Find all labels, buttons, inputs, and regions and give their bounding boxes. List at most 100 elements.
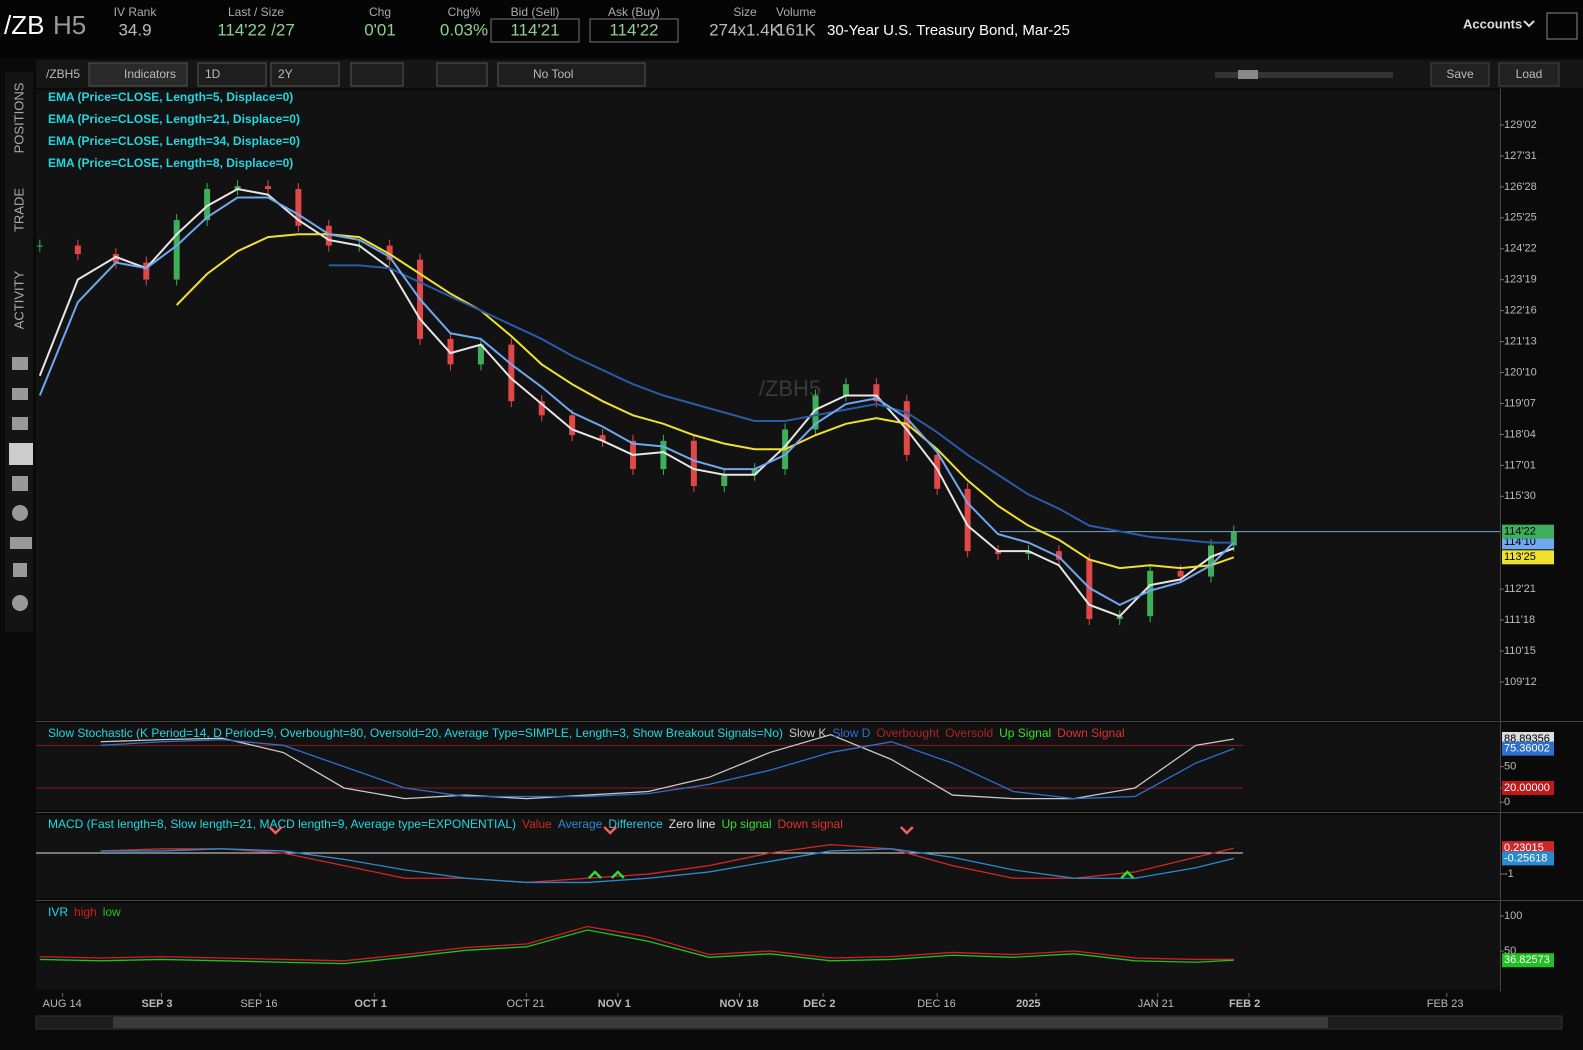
field-label: Bid (Sell) — [511, 5, 560, 19]
value-tag — [1502, 550, 1554, 565]
aggregation-label[interactable]: 1D — [205, 67, 221, 81]
y-tick-label: 122'16 — [1504, 305, 1537, 317]
legend-item: IVR — [48, 905, 68, 919]
candle — [599, 435, 606, 441]
field-label: Chg — [369, 5, 391, 19]
series-line — [38, 196, 1235, 606]
candle — [74, 245, 81, 255]
legend-item: Difference — [608, 817, 663, 831]
range-select[interactable] — [270, 62, 340, 87]
up-signal — [588, 870, 602, 879]
candle — [751, 469, 758, 475]
icon[interactable] — [13, 563, 27, 577]
value-tag-label: -0.25618 — [1504, 852, 1547, 864]
field-label: Last / Size — [228, 5, 284, 19]
bid-box[interactable] — [490, 18, 580, 43]
collapse-button[interactable] — [1546, 12, 1578, 40]
value-tag-label: 113'25 — [1504, 551, 1536, 563]
icon[interactable] — [12, 357, 28, 370]
y-tick-label: 127'31 — [1504, 150, 1537, 162]
aggregation-select[interactable] — [197, 62, 267, 87]
side-tab[interactable]: ACTIVITY — [11, 270, 26, 329]
y-tick-label: 118'04 — [1504, 428, 1536, 440]
study-label: EMA (Price=CLOSE, Length=21, Displace=0) — [48, 112, 300, 126]
y-tick-label: 123'19 — [1504, 274, 1537, 286]
candle — [1025, 551, 1032, 554]
side-tab[interactable]: POSITIONS — [11, 82, 26, 153]
icon[interactable] — [10, 537, 32, 549]
tool-label[interactable]: No Tool — [533, 67, 573, 81]
candle — [812, 395, 819, 430]
x-tick-label: DEC 16 — [917, 998, 956, 1010]
stochastic-panel — [36, 724, 1500, 810]
drawing-select[interactable] — [436, 62, 488, 87]
field-label: IV Rank — [114, 5, 158, 19]
ask-box[interactable] — [589, 18, 679, 43]
header-bar — [0, 0, 1583, 58]
value-tag — [1502, 741, 1554, 756]
range-label[interactable]: 2Y — [278, 67, 293, 81]
icon-active[interactable] — [9, 443, 33, 465]
candle — [477, 344, 484, 365]
candle — [36, 245, 43, 247]
ivr-panel — [36, 903, 1500, 990]
indicators-label[interactable]: Indicators — [124, 67, 176, 81]
icon[interactable] — [12, 417, 28, 430]
legend-item: Down signal — [778, 817, 843, 831]
field-value: 114'22 /27 — [217, 20, 295, 39]
field-value: 161K — [776, 20, 816, 39]
field-value: 0.03% — [440, 20, 488, 39]
series-line — [100, 843, 1234, 884]
y-tick-label: 50 — [1504, 761, 1516, 773]
legend-item: Up signal — [721, 817, 771, 831]
icon[interactable] — [12, 505, 28, 521]
legend-item: Oversold — [945, 726, 993, 740]
sidebar-icons[interactable] — [9, 357, 33, 611]
save-button[interactable] — [1430, 62, 1490, 87]
legend-item: Down Signal — [1057, 726, 1124, 740]
x-tick-label: JAN 21 — [1138, 998, 1174, 1010]
series-line — [175, 233, 1235, 570]
series-line — [328, 264, 1234, 544]
style-select[interactable] — [350, 62, 404, 87]
zoom-slider[interactable] — [1215, 72, 1393, 78]
icon[interactable] — [12, 476, 28, 491]
legend-item: Up Signal — [999, 726, 1051, 740]
save-label[interactable]: Save — [1446, 67, 1474, 81]
accounts-button[interactable]: Accounts — [1463, 16, 1522, 31]
x-tick-label: NOV 18 — [719, 998, 758, 1010]
candle — [964, 488, 971, 552]
tool-select[interactable] — [497, 62, 646, 87]
candle — [173, 220, 180, 280]
candle — [264, 186, 271, 190]
legend-item: low — [103, 905, 121, 919]
icon[interactable] — [12, 595, 28, 611]
y-tick-label: 121'13 — [1504, 336, 1537, 348]
y-tick-label: 112'21 — [1504, 583, 1536, 595]
value-tag-label: 0.23015 — [1504, 842, 1544, 854]
series-line — [100, 848, 1234, 884]
legend-item: high — [74, 905, 97, 919]
candle — [569, 415, 576, 436]
y-tick-label: 0 — [1504, 796, 1510, 808]
y-tick-label: 120'10 — [1504, 366, 1537, 378]
icon[interactable] — [12, 388, 28, 400]
series-line — [39, 925, 1234, 962]
tick-tag — [1502, 780, 1554, 795]
x-tick-label: SEP 16 — [240, 998, 277, 1010]
value-tag-label: 114'10 — [1504, 536, 1536, 548]
candle — [1208, 545, 1215, 577]
side-tab[interactable]: TRADE — [11, 188, 26, 232]
scroll-thumb[interactable] — [113, 1017, 1328, 1028]
y-tick-label: 115'30 — [1504, 490, 1536, 502]
series-line — [100, 738, 1235, 800]
indicators-button[interactable] — [88, 62, 188, 87]
value-tag — [1502, 851, 1554, 866]
zoom-thumb[interactable] — [1238, 70, 1258, 79]
load-button[interactable] — [1498, 62, 1560, 87]
accounts-caret[interactable] — [1523, 20, 1535, 28]
load-label[interactable]: Load — [1516, 67, 1543, 81]
candle — [721, 474, 728, 487]
field-value: 114'21 — [510, 20, 559, 39]
